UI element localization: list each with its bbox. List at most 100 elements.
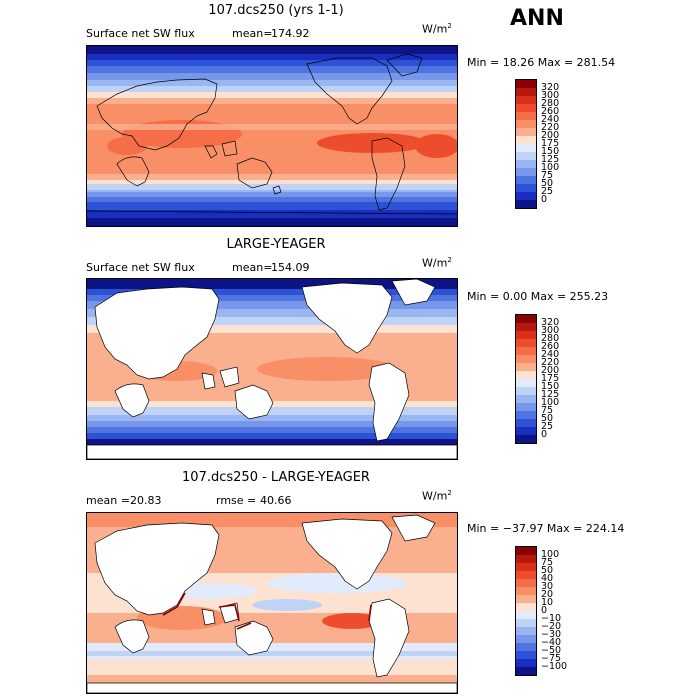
colorbar-tick-label: 75 [541, 405, 554, 416]
panel-3-colorbar-swatch [516, 555, 536, 563]
colorbar-tick-label: 125 [541, 154, 560, 165]
panel-2-mean-label: mean= [232, 261, 273, 274]
panel-3-colorbar-swatch [516, 667, 536, 675]
colorbar-tick-label: −50 [541, 645, 562, 656]
panel-3-colorbar-swatch [516, 547, 536, 555]
panel-1-colorbar-swatch [516, 120, 536, 128]
panel-3-map-svg [87, 513, 457, 693]
panel-2-units: W/m2 [422, 256, 452, 270]
panel-1-mean-value: 174.92 [271, 27, 310, 40]
colorbar-tick-label: 0 [541, 194, 548, 205]
colorbar-tick-label: 50 [541, 565, 554, 576]
panel-3-colorbar [515, 546, 537, 676]
panel-3-rmse-value: 40.66 [260, 494, 292, 507]
panel-1-colorbar-swatch [516, 112, 536, 120]
colorbar-tick-label: 280 [541, 333, 560, 344]
panel-1-colorbar-swatch [516, 152, 536, 160]
colorbar-tick-label: 25 [541, 186, 554, 197]
colorbar-tick-label: 320 [541, 82, 560, 93]
colorbar-tick-label: −30 [541, 629, 562, 640]
panel-3-mean-label: mean = [86, 494, 130, 507]
panel-3-map [86, 512, 458, 694]
panel-3-colorbar-swatch [516, 595, 536, 603]
colorbar-tick-label: −20 [541, 621, 562, 632]
panel-2-colorbar-swatch [516, 411, 536, 419]
panel-1-colorbar-swatch [516, 176, 536, 184]
panel-1-map [86, 45, 458, 227]
colorbar-tick-label: −40 [541, 637, 562, 648]
panel-1-mean-label: mean= [232, 27, 273, 40]
colorbar-tick-label: 260 [541, 106, 560, 117]
colorbar-tick-label: 240 [541, 349, 560, 360]
colorbar-tick-label: −100 [541, 661, 568, 672]
panel-2-colorbar-swatch [516, 427, 536, 435]
colorbar-tick-label: 175 [541, 138, 560, 149]
colorbar-tick-label: 75 [541, 170, 554, 181]
panel-2-colorbar [515, 314, 537, 444]
panel-1-map-svg [87, 46, 457, 226]
panel-2-colorbar-swatch [516, 331, 536, 339]
panel-1-variable: Surface net SW flux [86, 27, 195, 40]
panel-3-colorbar-swatch [516, 587, 536, 595]
colorbar-tick-label: 240 [541, 114, 560, 125]
panel-1-coastlines [87, 53, 457, 215]
colorbar-tick-label: 280 [541, 98, 560, 109]
panel-3-colorbar-swatch [516, 571, 536, 579]
panel-2-colorbar-swatch [516, 403, 536, 411]
panel-3-colorbar-swatch [516, 563, 536, 571]
colorbar-tick-label: 25 [541, 421, 554, 432]
panel-3-colorbar-swatch [516, 659, 536, 667]
panel-2-colorbar-swatch [516, 371, 536, 379]
colorbar-tick-label: 300 [541, 325, 560, 336]
colorbar-tick-label: 100 [541, 549, 560, 560]
panel-3-colorbar-swatch [516, 635, 536, 643]
panel-1-colorbar-swatch [516, 168, 536, 176]
colorbar-tick-label: −10 [541, 613, 562, 624]
colorbar-tick-label: 175 [541, 373, 560, 384]
panel-1-colorbar [515, 79, 537, 209]
panel-3-rmse-label: rmse = [216, 494, 257, 507]
panel-2-variable: Surface net SW flux [86, 261, 195, 274]
colorbar-tick-label: 50 [541, 178, 554, 189]
panel-3-land [87, 514, 457, 693]
colorbar-tick-label: 75 [541, 557, 554, 568]
colorbar-tick-label: −75 [541, 653, 562, 664]
panel-2-title: LARGE-YEAGER [226, 237, 326, 252]
colorbar-tick-label: 320 [541, 317, 560, 328]
panel-2-colorbar-swatch [516, 363, 536, 371]
colorbar-tick-label: 30 [541, 581, 554, 592]
colorbar-tick-label: 40 [541, 573, 554, 584]
panel-1-colorbar-swatch [516, 88, 536, 96]
panel-3-colorbar-swatch [516, 603, 536, 611]
panel-2-colorbar-swatch [516, 347, 536, 355]
panel-2-colorbar-swatch [516, 315, 536, 323]
colorbar-tick-label: 260 [541, 341, 560, 352]
panel-2-colorbar-swatch [516, 419, 536, 427]
panel-2-colorbar-swatch [516, 387, 536, 395]
colorbar-tick-label: 150 [541, 381, 560, 392]
panel-1-colorbar-swatch [516, 136, 536, 144]
colorbar-tick-label: 0 [541, 429, 548, 440]
season-label: ANN [510, 6, 564, 31]
colorbar-tick-label: 220 [541, 122, 560, 133]
panel-2-colorbar-swatch [516, 395, 536, 403]
colorbar-tick-label: 100 [541, 162, 560, 173]
panel-1-minmax: Min = 18.26 Max = 281.54 [467, 56, 616, 69]
panel-2-colorbar-swatch [516, 339, 536, 347]
colorbar-tick-label: 200 [541, 130, 560, 141]
colorbar-tick-label: 150 [541, 146, 560, 157]
panel-3-colorbar-swatch [516, 611, 536, 619]
panel-3-mean-value: 20.83 [130, 494, 162, 507]
panel-1-title: 107.dcs250 (yrs 1-1) [208, 3, 344, 18]
panel-3-colorbar-swatch [516, 651, 536, 659]
panel-3-title: 107.dcs250 - LARGE-YEAGER [182, 470, 370, 485]
panel-2-colorbar-swatch [516, 379, 536, 387]
panel-2-land [87, 279, 457, 459]
panel-1-colorbar-swatch [516, 80, 536, 88]
panel-1-colorbar-swatch [516, 192, 536, 200]
panel-1-colorbar-swatch [516, 160, 536, 168]
panel-3-colorbar-swatch [516, 579, 536, 587]
colorbar-tick-label: 10 [541, 597, 554, 608]
panel-2-colorbar-swatch [516, 355, 536, 363]
panel-1-colorbar-swatch [516, 184, 536, 192]
